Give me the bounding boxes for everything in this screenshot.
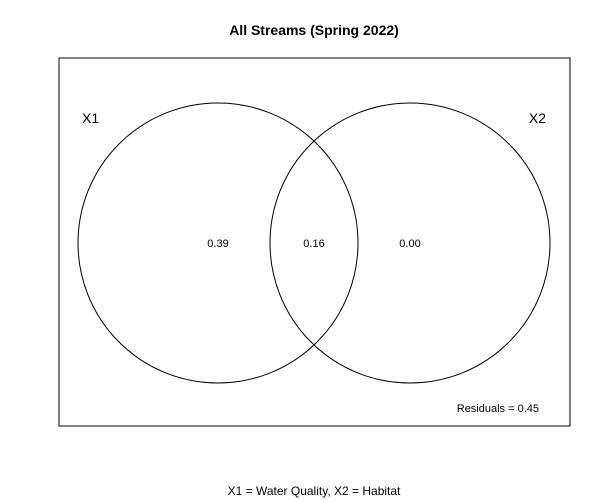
set-circle-x2	[269, 102, 551, 384]
region-value-intersection: 0.16	[303, 238, 324, 250]
set-label-x2: X2	[529, 110, 546, 126]
region-value-x1-only: 0.39	[207, 238, 228, 250]
residuals-label: Residuals = 0.45	[457, 403, 539, 415]
variable-legend: X1 = Water Quality, X2 = Habitat	[227, 484, 401, 498]
set-label-x1: X1	[82, 110, 99, 126]
set-circle-x1	[77, 102, 359, 384]
chart-title: All Streams (Spring 2022)	[229, 22, 399, 38]
plot-frame	[58, 57, 571, 427]
region-value-x2-only: 0.00	[399, 238, 420, 250]
